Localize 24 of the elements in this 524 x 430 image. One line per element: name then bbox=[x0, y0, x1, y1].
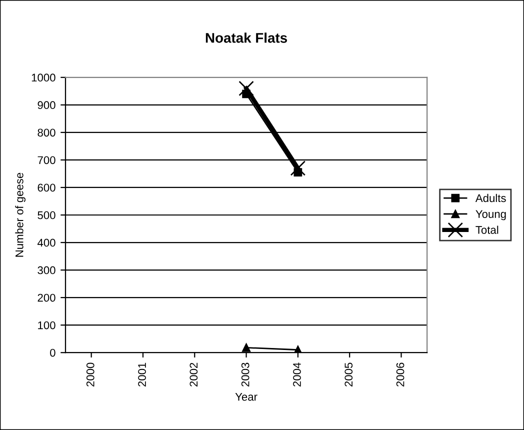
y-axis-title: Number of geese bbox=[15, 172, 26, 257]
y-tick-label: 400 bbox=[37, 238, 56, 247]
x-axis-title: Year bbox=[235, 393, 258, 401]
y-tick-label: 0 bbox=[50, 348, 56, 357]
y-tick-label: 900 bbox=[38, 101, 56, 110]
x-tick-label: 2001 bbox=[138, 362, 146, 386]
y-tick-label: 100 bbox=[38, 321, 56, 330]
y-tick-label: 700 bbox=[38, 156, 56, 164]
x-tick-label: 2004 bbox=[293, 362, 301, 386]
x-tick-label: 2002 bbox=[190, 362, 198, 386]
y-tick-label: 300 bbox=[38, 266, 56, 274]
x-tick-label: 2006 bbox=[396, 362, 404, 386]
x-tick-label: 2003 bbox=[241, 362, 250, 386]
chart-title: Noatak Flats bbox=[206, 32, 288, 43]
x-tick-label: 2005 bbox=[344, 362, 353, 386]
legend-label: Adults bbox=[475, 194, 506, 202]
y-tick-label: 500 bbox=[38, 211, 56, 220]
legend-label: Young bbox=[476, 210, 506, 220]
y-tick-label: 600 bbox=[38, 184, 56, 192]
x-tick-label: 2000 bbox=[86, 362, 94, 386]
y-tick-label: 1000 bbox=[32, 74, 56, 82]
legend-label: Total bbox=[476, 226, 498, 234]
y-tick-label: 800 bbox=[38, 128, 56, 137]
y-tick-label: 200 bbox=[38, 294, 56, 302]
